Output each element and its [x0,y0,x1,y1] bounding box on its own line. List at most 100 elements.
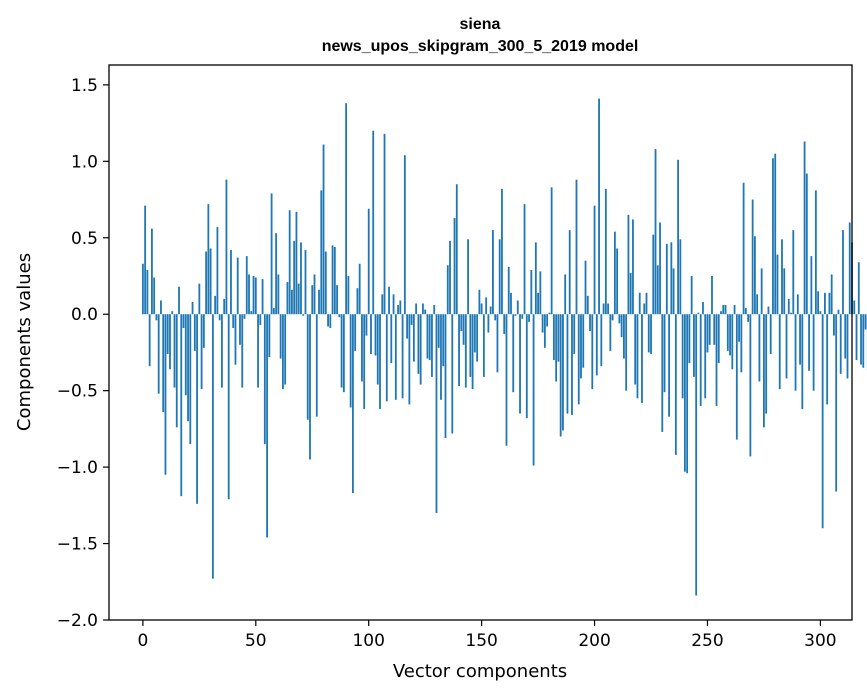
bar-95 [356,288,359,315]
bar-312 [846,314,849,379]
bar-254 [715,314,718,406]
bar-104 [376,314,379,385]
bar-174 [534,242,537,315]
bar-103 [374,314,377,356]
y-tick-label: −0.5 [57,382,98,402]
bar-57 [270,193,273,315]
x-tick-label: 300 [804,631,836,651]
bar-4 [151,228,153,315]
bar-156 [494,314,497,321]
bar-292 [801,314,804,409]
bar-275 [763,314,765,428]
x-tick-label: 200 [578,631,610,651]
bar-140 [458,314,460,387]
bar-85 [333,246,336,315]
bar-186 [562,314,564,431]
x-tick-label: 0 [137,631,148,651]
bar-257 [722,305,725,315]
bar-75 [311,285,314,315]
bar-159 [501,188,503,315]
bar-47 [248,274,250,315]
bar-83 [329,314,332,328]
bar-143 [464,314,467,388]
bar-231 [663,314,666,393]
bar-2 [146,269,149,315]
bar-122 [417,314,420,374]
bar-198 [589,314,591,332]
bar-229 [659,222,661,315]
bar-267 [744,308,747,315]
bar-284 [783,268,786,315]
bar-205 [604,188,607,315]
bar-232 [665,243,668,315]
y-axis-label: Components values [14,253,35,431]
bar-216 [629,272,632,315]
bar-261 [731,314,734,370]
bar-10 [164,314,167,475]
bar-14 [173,314,176,388]
bar-226 [652,234,655,315]
bar-274 [760,268,763,315]
bar-220 [638,292,641,315]
bar-117 [406,314,409,339]
bar-96 [358,263,361,315]
bar-245 [695,314,698,596]
bar-61 [279,314,282,359]
x-tick-label: 100 [352,631,384,651]
bar-44 [241,314,244,388]
bar-184 [557,314,560,362]
bar-133 [442,314,445,367]
bar-278 [769,314,772,354]
bar-172 [530,269,533,315]
bar-300 [819,311,822,315]
bar-121 [415,303,418,315]
bar-132 [440,314,442,400]
bar-111 [392,294,395,315]
bar-255 [717,314,720,364]
bar-252 [711,275,713,315]
bar-146 [471,314,474,390]
bar-187 [564,274,567,315]
bar-286 [787,298,790,315]
bar-69 [297,283,300,315]
bar-17 [180,314,183,497]
bar-135 [446,265,449,315]
bars-group [141,98,867,596]
bar-193 [577,314,580,405]
bar-168 [521,314,524,319]
bar-210 [616,248,619,315]
bar-32 [214,295,217,315]
bar-188 [566,314,569,414]
bar-208 [611,314,614,321]
bar-309 [839,314,842,374]
chart-subtitle: news_upos_skipgram_300_5_2019 model [322,38,639,55]
bar-25 [198,283,201,315]
bar-84 [331,245,334,315]
bar-307 [835,314,838,492]
bar-70 [300,242,302,315]
bar-9 [162,314,165,413]
bar-160 [503,314,506,335]
bar-102 [372,130,375,315]
bar-113 [397,305,399,315]
bar-297 [812,314,815,391]
bar-211 [618,314,621,324]
bar-228 [656,265,659,315]
bar-8 [160,300,162,315]
bar-183 [555,314,558,382]
bar-185 [559,314,562,437]
bar-12 [169,314,171,370]
bar-283 [781,239,783,315]
bar-109 [388,286,390,315]
bar-258 [724,305,727,315]
bar-46 [245,256,248,315]
bar-79 [320,190,323,315]
bar-289 [794,314,797,391]
bar-200 [593,205,596,315]
bar-118 [408,314,411,405]
bar-54 [263,314,266,445]
bar-100 [367,208,370,315]
bar-97 [361,314,363,382]
bar-129 [433,305,436,315]
bar-207 [609,314,612,351]
